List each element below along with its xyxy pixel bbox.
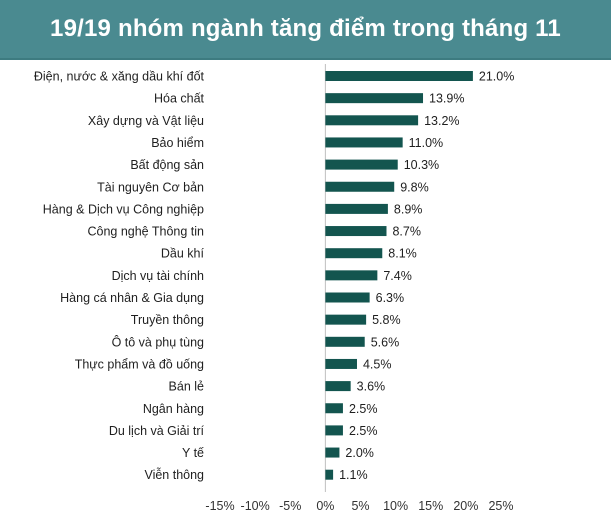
x-tick-label: -15% [205,499,234,513]
bar [325,181,395,192]
value-label: 1.1% [339,468,368,482]
value-label: 13.9% [429,92,464,106]
category-label: Điện, nước & xăng dầu khí đốt [34,70,205,84]
bar [325,203,388,214]
bar [325,115,419,126]
value-label: 21.0% [479,70,514,84]
category-label: Y tế [182,446,204,460]
value-label: 2.0% [345,446,374,460]
chart-title: 19/19 nhóm ngành tăng điểm trong tháng 1… [50,15,561,42]
bar [325,137,403,148]
category-label: Viễn thông [144,467,204,482]
bar [325,270,378,281]
value-label: 2.5% [349,402,378,416]
value-label: 13.2% [424,114,459,128]
value-label: 5.6% [371,335,400,349]
category-label: Công nghệ Thông tin [87,225,204,239]
bar [325,403,343,414]
x-tick-label: -5% [279,499,301,513]
value-label: 6.3% [376,291,405,305]
bar [325,336,365,347]
category-label: Hàng & Dịch vụ Công nghiệp [43,202,204,216]
bar [325,71,473,81]
bar-chart: Điện, nước & xăng dầu khí đốt 21.0% Hóa ch… [34,64,514,513]
value-label: 5.8% [372,313,401,327]
x-tick-label: 5% [351,499,369,513]
bar [325,93,424,104]
value-label: 3.6% [357,380,386,394]
x-tick-label: -10% [241,499,270,513]
category-label: Du lịch và Giải trí [109,424,205,438]
category-label: Hàng cá nhân & Gia dụng [60,291,204,305]
bar [325,447,340,458]
value-label: 8.7% [392,225,421,239]
x-tick-label: 10% [383,499,408,513]
category-label: Dầu khí [161,247,205,261]
bar [325,358,357,369]
bar [325,425,343,436]
value-label: 4.5% [363,357,392,371]
value-label: 8.9% [394,202,423,216]
value-label: 2.5% [349,424,378,438]
bar [325,226,387,237]
category-label: Bán lẻ [169,380,204,394]
bar [325,248,383,259]
bar [325,292,370,303]
category-label: Ô tô và phụ tùng [112,334,204,349]
value-label: 7.4% [383,269,412,283]
x-tick-label: 0% [316,499,334,513]
category-label: Thực phẩm và đồ uống [75,357,204,371]
value-label: 8.1% [388,247,417,261]
value-label: 11.0% [409,136,444,150]
category-label: Hóa chất [154,92,205,106]
value-label: 9.8% [400,180,429,194]
bar [325,159,398,170]
category-label: Bất động sản [130,158,204,172]
category-label: Truyền thông [131,313,204,327]
value-label: 10.3% [404,158,439,172]
x-tick-label: 25% [488,499,513,513]
category-label: Xây dựng và Vật liệu [88,114,204,128]
title-bar: 19/19 nhóm ngành tăng điểm trong tháng 1… [0,0,611,60]
x-tick-label: 20% [453,499,478,513]
category-label: Dịch vụ tài chính [112,269,204,283]
category-label: Bảo hiểm [151,136,204,150]
category-label: Ngân hàng [143,402,204,416]
category-label: Tài nguyên Cơ bản [97,180,204,194]
bar [325,381,351,392]
x-tick-label: 15% [418,499,443,513]
bar [325,469,334,480]
bar [325,314,367,325]
